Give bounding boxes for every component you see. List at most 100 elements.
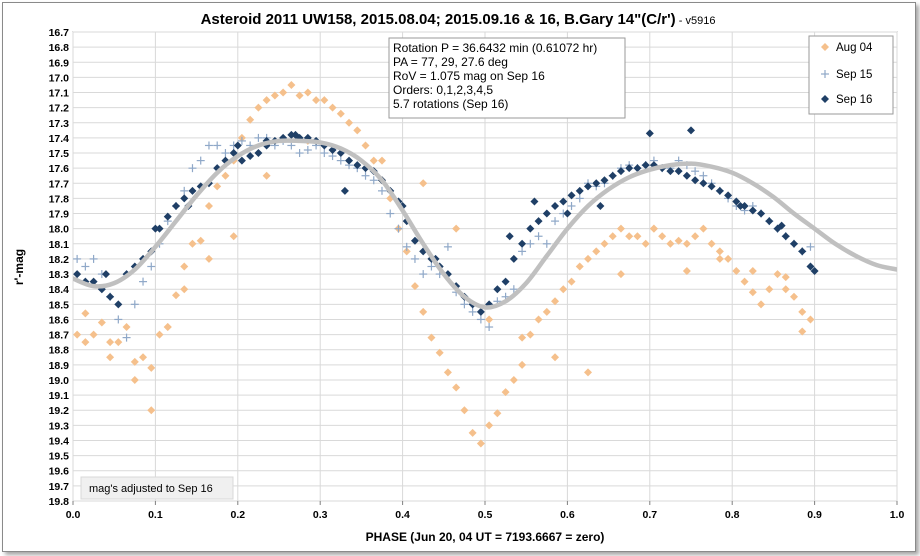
data-point: [806, 262, 815, 271]
data-point: [707, 239, 716, 248]
y-tick-label: 19.4: [49, 435, 70, 447]
data-point: [188, 164, 197, 173]
annotation-line: Orders: 0,1,2,3,4,5: [393, 83, 493, 97]
legend: Aug 04 Sep 15 Sep 16: [808, 35, 894, 115]
data-point: [320, 149, 329, 158]
data-point: [196, 236, 205, 245]
data-point: [106, 292, 115, 301]
data-point: [460, 300, 469, 309]
annotation-box: Rotation P = 36.6432 min (0.61072 hr) PA…: [388, 37, 626, 119]
x-tick-label: 0.1: [148, 509, 163, 521]
data-point: [715, 247, 724, 256]
data-point: [221, 171, 230, 180]
data-point: [485, 421, 494, 430]
y-tick-label: 17.7: [49, 178, 70, 190]
data-point: [567, 277, 576, 286]
data-point: [402, 242, 411, 251]
data-point: [386, 209, 395, 218]
data-point: [666, 239, 675, 248]
data-point: [89, 254, 98, 263]
data-point: [616, 167, 625, 176]
data-point: [81, 309, 90, 318]
data-point: [699, 224, 708, 233]
data-point: [748, 267, 757, 276]
data-point: [353, 126, 362, 135]
data-point: [147, 262, 156, 271]
y-tick-label: 17.1: [49, 88, 70, 100]
data-point: [188, 186, 197, 195]
data-point: [147, 363, 156, 372]
data-point: [740, 201, 749, 210]
data-point: [204, 141, 213, 150]
data-point: [748, 206, 757, 215]
data-point: [633, 164, 642, 173]
note-background: [80, 476, 234, 500]
data-point: [476, 439, 485, 448]
data-point: [592, 247, 601, 256]
data-point: [312, 96, 321, 105]
data-point: [509, 285, 518, 294]
data-point: [254, 133, 263, 142]
data-point: [551, 201, 560, 210]
y-tick-label: 19.1: [49, 390, 70, 402]
data-point: [777, 221, 786, 230]
data-point: [584, 182, 592, 191]
data-point: [106, 338, 115, 347]
y-tick-label: 17.6: [49, 163, 70, 175]
data-point: [233, 141, 242, 150]
annotation-line: Rotation P = 36.6432 min (0.61072 hr): [393, 41, 597, 55]
y-tick-label: 19.3: [49, 420, 70, 432]
data-point: [452, 224, 461, 233]
data-point: [163, 323, 172, 332]
data-point: [518, 247, 527, 256]
data-point: [270, 91, 279, 100]
x-tick-label: 0.6: [560, 509, 575, 521]
y-axis-label: r'-mag: [12, 249, 26, 285]
data-point: [320, 96, 329, 105]
data-point: [567, 201, 576, 210]
annotation-line: RoV = 1.075 mag on Sep 16: [393, 69, 545, 83]
data-point: [336, 156, 345, 165]
y-tick-label: 19.0: [49, 375, 70, 387]
data-point: [509, 254, 518, 263]
data-point: [188, 239, 197, 248]
y-tick-label: 16.7: [49, 27, 70, 39]
data-point: [468, 307, 477, 316]
y-tick-label: 18.0: [49, 224, 70, 236]
data-point: [303, 88, 312, 97]
data-point: [328, 103, 337, 112]
data-point: [180, 194, 189, 203]
data-point: [518, 333, 527, 342]
data-point: [122, 323, 131, 332]
y-tick-label: 17.3: [49, 118, 70, 130]
series-layer: [73, 80, 819, 448]
data-point: [575, 262, 584, 271]
data-point: [262, 96, 271, 105]
data-point: [724, 191, 733, 200]
data-point: [551, 353, 560, 362]
data-point: [592, 179, 601, 188]
data-point: [501, 277, 510, 286]
data-point: [625, 164, 634, 173]
data-point: [254, 103, 263, 112]
data-point: [427, 262, 436, 271]
data-point: [130, 300, 139, 309]
y-tick-label: 18.3: [49, 269, 70, 281]
data-point: [81, 338, 90, 347]
y-tick-label: 18.7: [49, 330, 70, 342]
data-point: [798, 327, 807, 336]
note-text: mag's adjusted to Sep 16: [89, 483, 213, 495]
data-point: [180, 262, 189, 271]
data-point: [361, 141, 370, 150]
data-point: [221, 149, 230, 158]
data-point: [649, 224, 658, 233]
data-point: [204, 254, 213, 263]
y-tick-label: 17.8: [49, 193, 70, 205]
y-tick-label: 16.8: [49, 42, 70, 54]
data-point: [402, 247, 411, 256]
data-point: [674, 236, 683, 245]
y-tick-label: 17.2: [49, 103, 70, 115]
y-tick-label: 19.2: [49, 405, 70, 417]
data-point: [452, 383, 461, 392]
